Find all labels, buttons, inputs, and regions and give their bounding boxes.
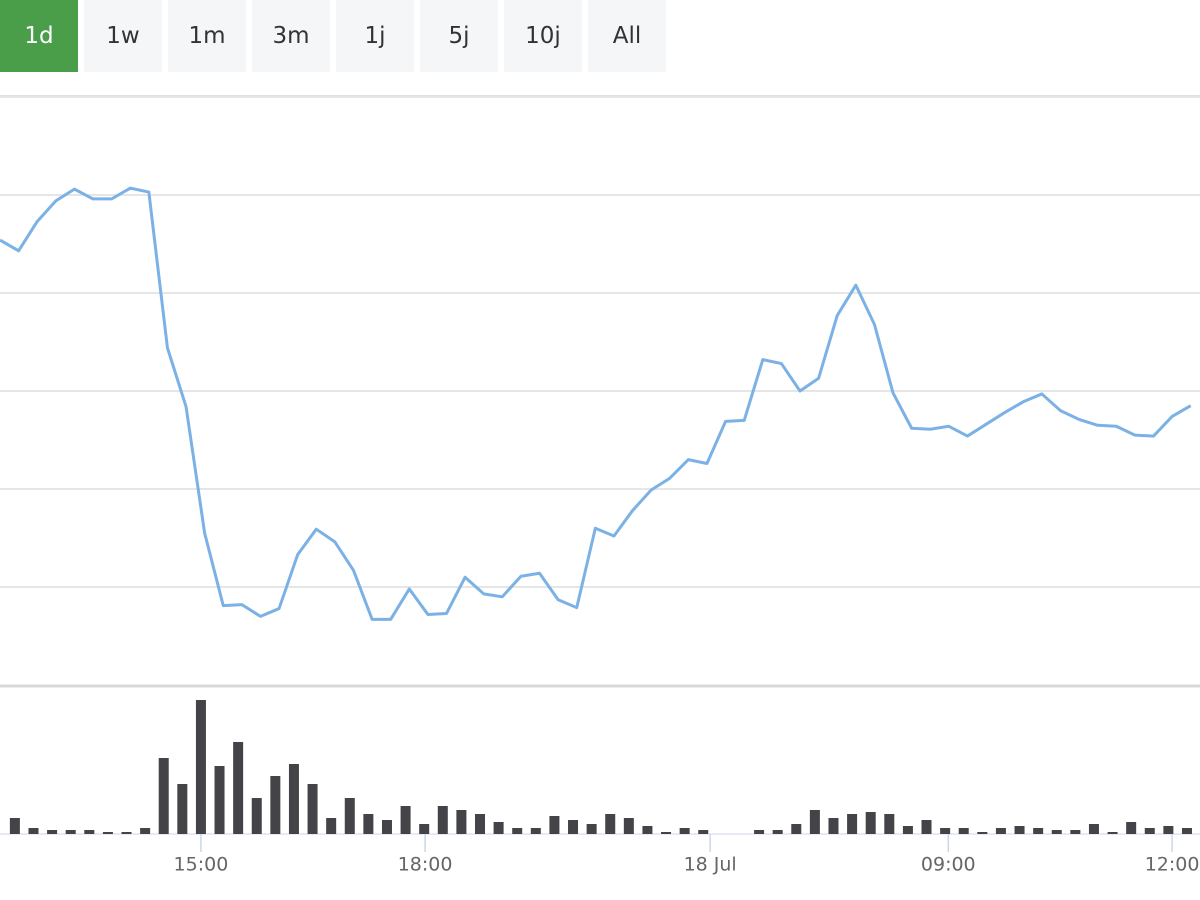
volume-bar [195,700,206,834]
volume-bar [884,814,895,834]
volume-bar [772,830,783,834]
volume-bar [605,814,616,834]
x-tick-label: 15:00 [174,854,229,876]
volume-bar [251,798,262,834]
volume-bar [493,822,504,834]
volume-bar [233,742,244,834]
volume-bar [84,830,95,834]
volume-bar [9,818,20,834]
volume-bar [661,832,672,834]
range-buttons: 1d 1w 1m 3m 1j 5j 10j All [0,0,666,72]
volume-bar [102,832,113,834]
volume-bar [140,828,151,834]
volume-bar [1126,822,1137,834]
volume-bar [1107,832,1118,834]
volume-bar [921,820,932,834]
volume-bar [1051,830,1062,834]
volume-bar [158,758,169,834]
volume-bar [791,824,802,834]
volume-bar [65,830,76,834]
x-tick-label: 09:00 [921,854,976,876]
volume-bar [809,810,820,834]
range-button[interactable]: All [588,0,666,72]
volume-bar [270,776,281,834]
volume-bar [1014,826,1025,834]
volume-bar [288,764,299,834]
volume-bar [847,814,858,834]
volume-bar [568,820,579,834]
volume-bar [177,784,188,834]
volume-bar [1088,824,1099,834]
volume-bar [828,818,839,834]
volume-bar [1144,828,1155,834]
volume-bar [1163,826,1174,834]
volume-bar [28,828,39,834]
volume-bar [940,828,951,834]
range-button[interactable]: 1m [168,0,246,72]
range-button[interactable]: 5j [420,0,498,72]
volume-bar [865,812,876,834]
volume-bar [363,814,374,834]
volume-bar [586,824,597,834]
volume-bar [754,830,765,834]
volume-bar [1181,828,1192,834]
volume-bar [679,828,690,834]
volume-bar [475,814,485,834]
volume-bar [121,832,132,834]
volume-bar [307,784,318,834]
range-button[interactable]: 1j [336,0,414,72]
volume-bar [344,798,355,834]
volume-bar [1070,830,1081,834]
x-tick-label: 12:00 [1145,854,1200,876]
volume-bar [902,826,913,834]
volume-bar [214,766,225,834]
x-tick-label: 18 Jul [684,854,737,876]
volume-bar [977,832,988,834]
volume-bar [642,826,653,834]
volume-bar [549,816,560,834]
range-button[interactable]: 3m [252,0,330,72]
volume-bar [530,828,541,834]
volume-bar [623,818,634,834]
price-line [0,186,1192,621]
volume-bar [419,824,430,834]
volume-bar [995,828,1006,834]
range-button[interactable]: 1d [0,0,78,72]
volume-bar [47,830,58,834]
volume-bar [958,828,969,834]
volume-bar [326,818,337,834]
volume-bar [437,806,448,834]
range-button[interactable]: 1w [84,0,162,72]
x-tick-label: 18:00 [398,854,453,876]
volume-bar [381,820,392,834]
volume-bar [456,810,467,834]
volume-bar [400,806,411,834]
range-button[interactable]: 10j [504,0,582,72]
volume-bar [512,828,523,834]
volume-bar [1033,828,1044,834]
volume-bar [698,830,709,834]
